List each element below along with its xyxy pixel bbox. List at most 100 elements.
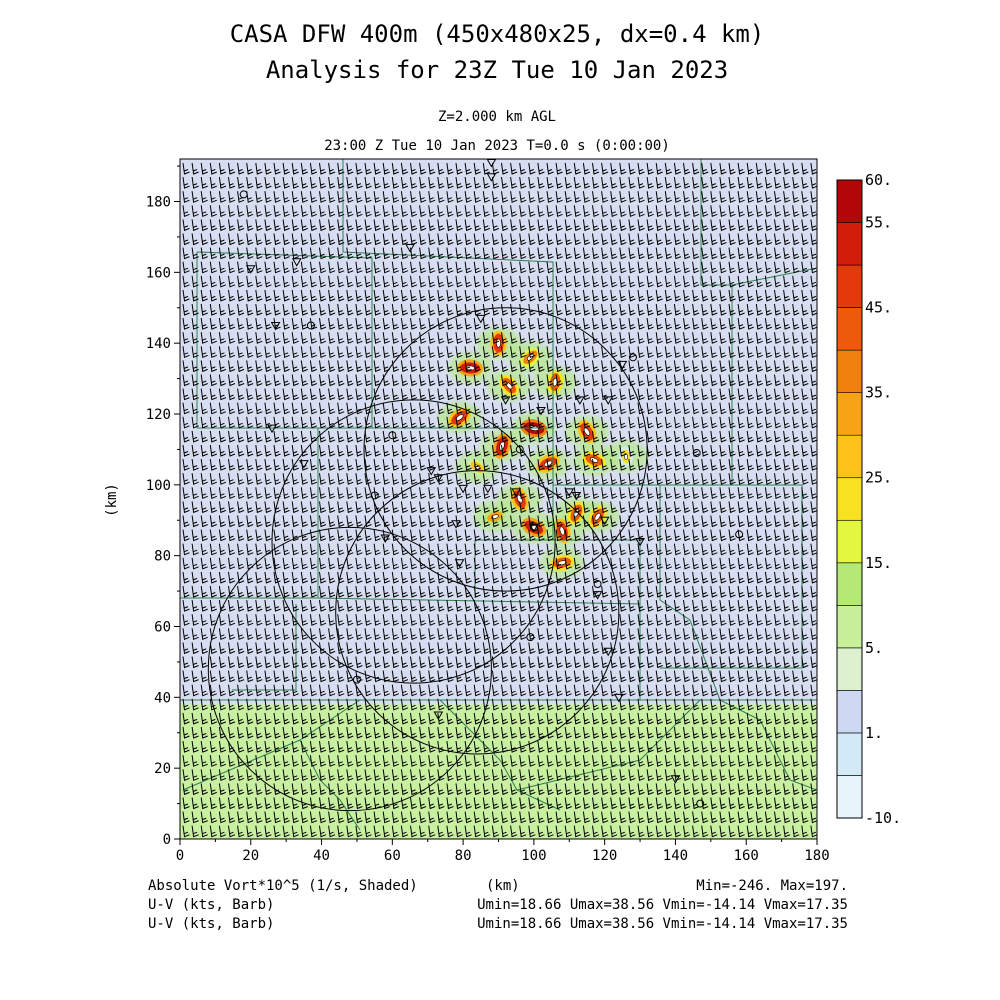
colorbar-swatch — [836, 690, 863, 734]
station-circle — [692, 448, 701, 457]
station-circle — [735, 530, 744, 539]
y-tick-label: 120 — [146, 407, 171, 423]
station-triangle — [603, 396, 614, 405]
station-triangle — [486, 173, 497, 182]
colorbar-label: 1. — [865, 724, 883, 742]
wind-barbs — [182, 162, 817, 838]
county-line — [317, 428, 641, 700]
subtitle-line-1: Z=2.000 km AGL — [438, 109, 556, 125]
colorbar-swatch — [836, 434, 863, 479]
station-triangle — [511, 488, 522, 497]
x-tick-label: 40 — [313, 848, 330, 864]
colorbar-swatch — [836, 562, 863, 606]
colorbar-label: 45. — [865, 299, 892, 317]
colorbar-label: 15. — [865, 554, 892, 572]
footer-x-unit: (km) — [486, 878, 520, 894]
station-triangle — [483, 484, 493, 494]
x-tick-label: 120 — [592, 848, 617, 864]
station-triangle — [270, 321, 281, 331]
radar-range-rings — [207, 307, 648, 812]
radar-ring — [335, 470, 620, 755]
station-triangle — [245, 265, 256, 274]
colorbar-swatch — [836, 307, 863, 351]
y-tick-label: 40 — [154, 690, 171, 706]
station-circle — [388, 431, 397, 440]
colorbar-label: 25. — [865, 469, 892, 487]
radar-ring — [271, 399, 556, 684]
station-circle — [306, 321, 315, 330]
station-circle — [696, 799, 705, 808]
station-circle — [370, 491, 379, 500]
station-triangle — [291, 258, 302, 267]
station-triangle — [599, 516, 610, 526]
station-triangle — [571, 491, 582, 501]
footer-wind-label-1: U-V (kts, Barb) — [148, 897, 274, 913]
county-line — [700, 159, 732, 286]
colorbar-swatch — [836, 477, 863, 521]
y-tick-label: 60 — [154, 620, 171, 636]
colorbar-label: -10. — [865, 809, 901, 827]
colorbar-swatch — [836, 605, 863, 649]
y-tick-label: 160 — [146, 265, 171, 281]
county-line — [196, 251, 373, 428]
x-tick-label: 60 — [384, 848, 401, 864]
footer-field-label: Absolute Vort*10^5 (1/s, Shaded) — [148, 878, 418, 894]
station-circle — [239, 190, 248, 199]
plot-area — [179, 158, 818, 840]
wind-barb — [182, 162, 817, 838]
station-circle — [515, 445, 524, 454]
footer-wind-stats-1: Umin=18.66 Umax=38.56 Vmin=-14.14 Vmax=1… — [477, 897, 848, 913]
station-triangle — [433, 711, 444, 721]
x-tick-label: 140 — [663, 848, 688, 864]
footer-wind-stats-2: Umin=18.66 Umax=38.56 Vmin=-14.14 Vmax=1… — [477, 916, 848, 932]
station-triangle — [670, 775, 681, 784]
radar-ring — [363, 307, 648, 592]
x-tick-label: 0 — [176, 848, 184, 864]
title-line-2: Analysis for 23Z Tue 10 Jan 2023 — [266, 56, 728, 84]
x-tick-label: 20 — [242, 848, 259, 864]
colorbar-swatch — [836, 392, 863, 436]
station-triangle — [613, 693, 624, 703]
colorbar-swatch — [836, 519, 863, 564]
colorbar-label: 60. — [865, 171, 892, 189]
colorbar-swatch — [836, 264, 863, 308]
y-tick-label: 20 — [154, 761, 171, 777]
station-triangle — [454, 559, 465, 568]
station-triangle — [298, 460, 309, 469]
colorbar-swatch — [836, 222, 863, 266]
station-triangle — [575, 396, 585, 405]
vorticity-low-band-field — [180, 704, 817, 839]
y-axis-label: (km) — [104, 483, 120, 517]
station-triangle — [475, 314, 486, 324]
vorticity-feature-core — [496, 338, 501, 348]
station-triangle — [564, 488, 575, 497]
station-circle — [352, 675, 361, 684]
station-triangle — [536, 406, 546, 416]
station-circle — [529, 523, 538, 532]
subtitle-line-2: 23:00 Z Tue 10 Jan 2023 T=0.0 s (0:00:00… — [324, 138, 670, 154]
station-circle — [593, 580, 602, 588]
station-triangle — [451, 520, 461, 529]
station-triangle — [267, 424, 277, 434]
x-tick-label: 180 — [804, 848, 829, 864]
x-tick-label: 100 — [521, 848, 546, 864]
station-triangle — [486, 159, 497, 168]
y-tick-label: 140 — [146, 336, 171, 352]
y-tick-label: 180 — [146, 195, 171, 211]
colorbar-swatch — [836, 179, 863, 223]
colorbar-label: 5. — [865, 639, 883, 657]
colorbar-swatch — [836, 349, 863, 393]
station-triangle — [380, 534, 391, 543]
footer-minmax: Min=-246. Max=197. — [696, 878, 848, 894]
x-tick-label: 160 — [734, 848, 759, 864]
colorbar-swatch — [836, 647, 863, 691]
wind-barb-grid — [182, 162, 817, 838]
station-triangle — [603, 647, 614, 657]
vorticity-feature-core — [559, 526, 565, 536]
station-triangle — [433, 474, 444, 483]
colorbar-frame — [836, 179, 863, 819]
radar-ring — [207, 526, 492, 812]
axes: 0 20 40 60 80 100 120 140 160 180 0 20 40 60 80 100 120 1… — [146, 165, 830, 864]
